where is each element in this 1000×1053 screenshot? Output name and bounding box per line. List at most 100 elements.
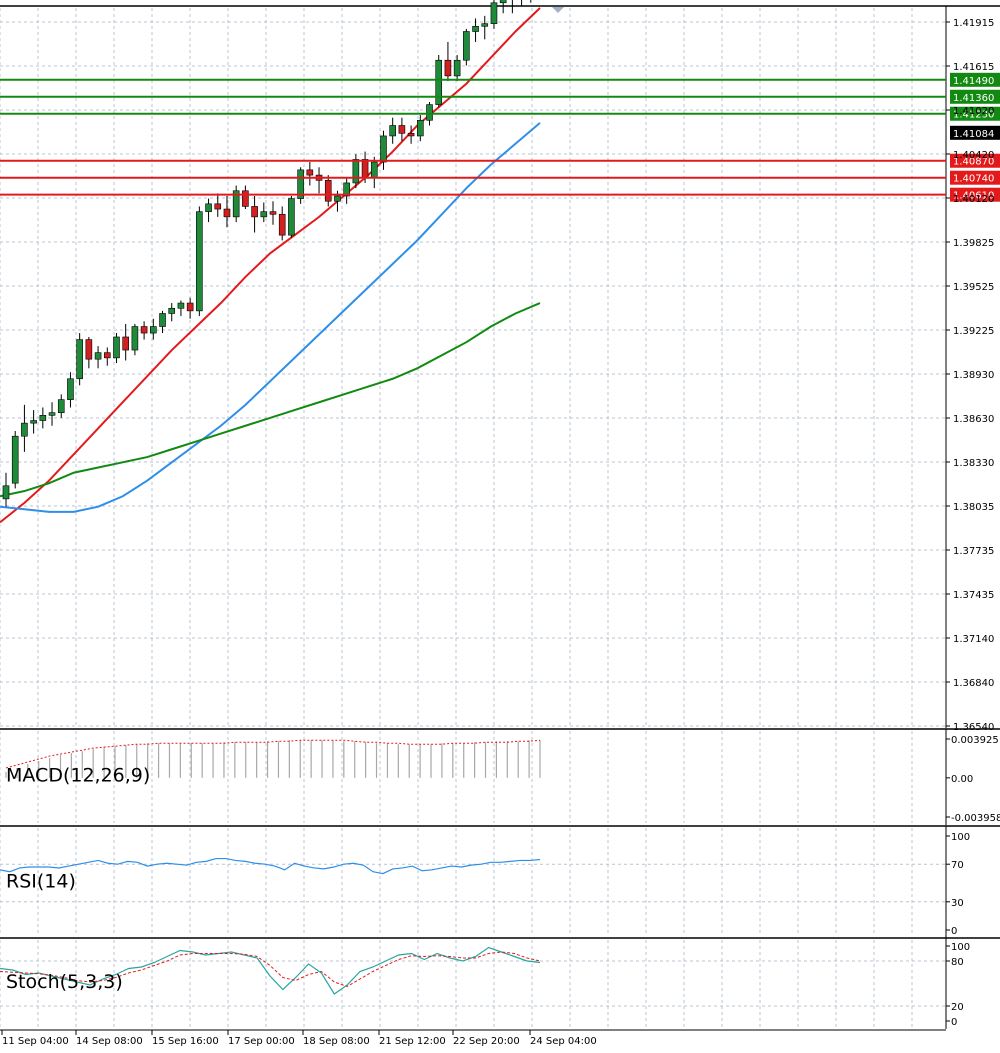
- moving-average-line-ma_slow: [0, 302, 541, 498]
- price-tick-label: 1.38630: [953, 414, 994, 425]
- resistance-label-box: [950, 89, 1000, 104]
- macd-tick-label: 0.003925: [951, 735, 999, 746]
- time-tick-label: 18 Sep 08:00: [303, 1036, 370, 1047]
- bull-candle: [205, 203, 212, 212]
- time-tick-label: 24 Sep 04:00: [530, 1036, 597, 1047]
- time-tick-label: 21 Sep 12:00: [379, 1036, 446, 1047]
- bull-candle: [113, 336, 120, 359]
- axis-labels: 1.41915 1.41615 1.41020 1.40420 1.40120 1.398…: [1, 18, 1000, 1047]
- bear-candle: [140, 326, 148, 334]
- price-tick-label: 1.37140: [953, 634, 994, 645]
- bear-candle: [251, 206, 258, 218]
- rsi-tick-label: 100: [951, 832, 970, 843]
- bull-candle: [150, 326, 157, 334]
- bull-candle: [343, 182, 350, 197]
- bull-candle: [334, 195, 341, 202]
- bull-candle: [380, 135, 387, 163]
- price-tick-label: 1.36540: [953, 722, 994, 733]
- price-tick-label: 1.41915: [953, 18, 994, 29]
- bull-candle: [67, 378, 74, 400]
- resistance-label: 1.41230: [953, 110, 994, 121]
- bull-candle: [453, 59, 461, 77]
- bull-candle: [472, 25, 479, 32]
- price-tick-label: 1.41615: [953, 62, 994, 73]
- price-tick-label: 1.41020: [953, 106, 994, 117]
- indicator-series: [0, 739, 541, 995]
- bull-candle: [297, 169, 304, 199]
- time-tick-label: 22 Sep 20:00: [453, 1036, 520, 1047]
- macd-signal-line: [5, 739, 541, 769]
- stoch-tick-label: 20: [951, 1002, 964, 1013]
- moving-average-line-ma_mid: [0, 122, 541, 513]
- bull-candle: [177, 302, 185, 309]
- stoch-tick-label: 80: [951, 957, 964, 968]
- resistance-label-box: [950, 106, 1000, 121]
- bull-candle: [2, 485, 10, 500]
- macd-tick-label: 0.00: [951, 774, 973, 785]
- bull-candle: [94, 352, 102, 360]
- indicator-title: MACD(12,26,9): [6, 765, 150, 787]
- candlesticks: [2, 0, 532, 507]
- price-levels: 1.41490 1.41360 1.41230 1.41084 1.40870 1.407…: [0, 72, 1000, 202]
- resistance-label: 1.41490: [953, 76, 994, 87]
- bull-candle: [426, 104, 433, 121]
- support-label-box: [950, 153, 1000, 168]
- bull-candle: [481, 23, 489, 27]
- stoch-main-line: [0, 946, 541, 995]
- bull-candle: [168, 307, 176, 314]
- price-tick-label: 1.37435: [953, 590, 994, 601]
- bull-candle: [490, 2, 498, 24]
- scroll-marker: [552, 7, 564, 13]
- bull-candle: [131, 326, 139, 351]
- bull-candle: [288, 198, 295, 236]
- bear-candle: [85, 339, 93, 360]
- resistance-label-box: [950, 72, 1000, 87]
- rsi-tick-label: 30: [951, 898, 964, 909]
- support-label: 1.40740: [953, 174, 994, 185]
- time-tick-label: 17 Sep 00:00: [228, 1036, 295, 1047]
- time-tick-label: 11 Sep 04:00: [2, 1036, 69, 1047]
- bull-candle: [196, 211, 203, 312]
- price-tick-label: 1.39825: [953, 238, 994, 249]
- price-tick-label: 1.40420: [953, 150, 994, 161]
- grid-lines: [0, 8, 946, 1027]
- macd-tick-label: -0.003958: [951, 813, 1000, 824]
- bear-candle: [242, 190, 249, 207]
- bear-candle: [444, 59, 452, 77]
- bull-candle: [39, 415, 47, 421]
- support-label-box: [950, 170, 1000, 185]
- price-tick-label: 1.39525: [953, 282, 994, 293]
- bull-candle: [76, 339, 83, 380]
- time-tick-label: 14 Sep 08:00: [76, 1036, 143, 1047]
- stoch-tick-label: 0: [951, 1017, 957, 1028]
- stoch-tick-label: 100: [951, 942, 970, 953]
- moving-average-line-ma_fast: [0, 7, 541, 524]
- bear-candle: [324, 180, 332, 202]
- bear-candle: [361, 159, 369, 179]
- bull-candle: [11, 435, 19, 484]
- bull-candle: [417, 119, 424, 137]
- bear-candle: [398, 125, 406, 134]
- bear-candle: [214, 203, 222, 210]
- price-tick-label: 1.38035: [953, 502, 994, 513]
- bear-candle: [122, 336, 129, 351]
- bull-candle: [370, 161, 378, 179]
- moving-averages: [0, 7, 541, 524]
- bull-candle: [21, 422, 28, 437]
- stoch-signal-line: [0, 951, 541, 988]
- current_price-label: 1.41084: [953, 129, 994, 140]
- bull-candle: [48, 412, 56, 416]
- support-label: 1.40610: [953, 191, 994, 202]
- price-tick-label: 1.37735: [953, 546, 994, 557]
- bull-candle: [232, 190, 240, 218]
- bull-candle: [463, 31, 470, 61]
- rsi-tick-label: 0: [951, 926, 957, 937]
- bear-candle: [269, 211, 277, 215]
- indicator-title: Stoch(5,3,3): [6, 971, 123, 993]
- bear-candle: [278, 213, 286, 236]
- bear-candle: [407, 133, 415, 137]
- shift-marker-icon: [552, 7, 564, 13]
- bull-candle: [260, 211, 268, 218]
- price-tick-label: 1.39225: [953, 326, 994, 337]
